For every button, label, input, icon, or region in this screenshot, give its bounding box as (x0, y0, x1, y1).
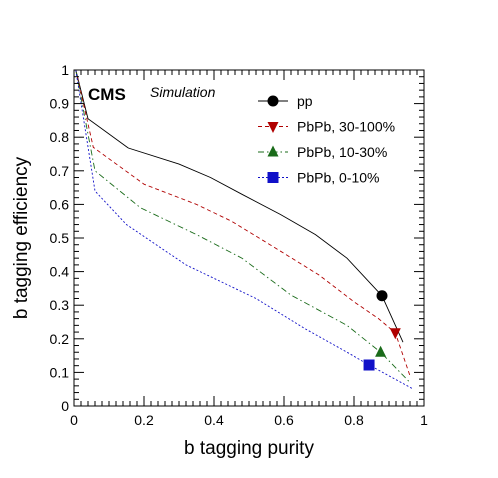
x-tick-label: 0 (70, 412, 78, 428)
x-tick-label: 1 (420, 412, 428, 428)
legend-marker-2 (267, 145, 279, 157)
x-axis-title: b tagging purity (184, 438, 314, 459)
series-marker-0 (376, 290, 388, 302)
legend-label-1: PbPb, 30-100% (297, 119, 395, 135)
y-tick-label: 0 (61, 398, 69, 414)
y-tick-label: 0.9 (50, 96, 70, 112)
legend-marker-1 (267, 122, 279, 133)
simulation-label: Simulation (150, 84, 216, 100)
tick-labels: 0 0.2 0.4 0.6 0.8 1 0 0.1 0.2 0.3 0.4 0.5 0.6 0.7 0.8 0… (50, 62, 429, 428)
cms-label: CMS (88, 85, 126, 104)
x-tick-label: 0.8 (344, 412, 364, 428)
y-tick-label: 0.8 (50, 129, 70, 145)
series-line-1 (75, 69, 411, 376)
x-tick-label: 0.4 (204, 412, 224, 428)
y-tick-label: 1 (61, 62, 69, 78)
y-tick-label: 0.1 (50, 364, 70, 380)
y-tick-label: 0.3 (50, 297, 70, 313)
y-tick-label: 0.4 (50, 264, 70, 280)
legend-marker-3 (267, 172, 279, 183)
series-lines (75, 69, 414, 390)
axes (73, 69, 425, 407)
legend: pp PbPb, 30-100% PbPb, 10-30% PbPb, 0-10% (258, 93, 395, 186)
y-axis-title: b tagging efficiency (11, 156, 32, 319)
series-marker-1 (389, 328, 401, 340)
legend-marker-0 (267, 95, 279, 107)
y-tick-label: 0.6 (50, 196, 70, 212)
x-tick-label: 0.2 (134, 412, 154, 428)
legend-label-0: pp (297, 93, 313, 109)
x-tick-label: 0.6 (274, 412, 294, 428)
series-line-0 (75, 69, 404, 343)
series-line-3 (75, 69, 414, 390)
series-marker-3 (363, 359, 375, 371)
y-tick-label: 0.2 (50, 331, 70, 347)
series-markers (363, 290, 401, 371)
y-tick-label: 0.7 (50, 163, 70, 179)
series-marker-2 (375, 345, 387, 357)
legend-label-3: PbPb, 0-10% (297, 170, 380, 186)
series-line-2 (75, 69, 411, 383)
y-tick-label: 0.5 (50, 230, 70, 246)
legend-label-2: PbPb, 10-30% (297, 144, 387, 160)
